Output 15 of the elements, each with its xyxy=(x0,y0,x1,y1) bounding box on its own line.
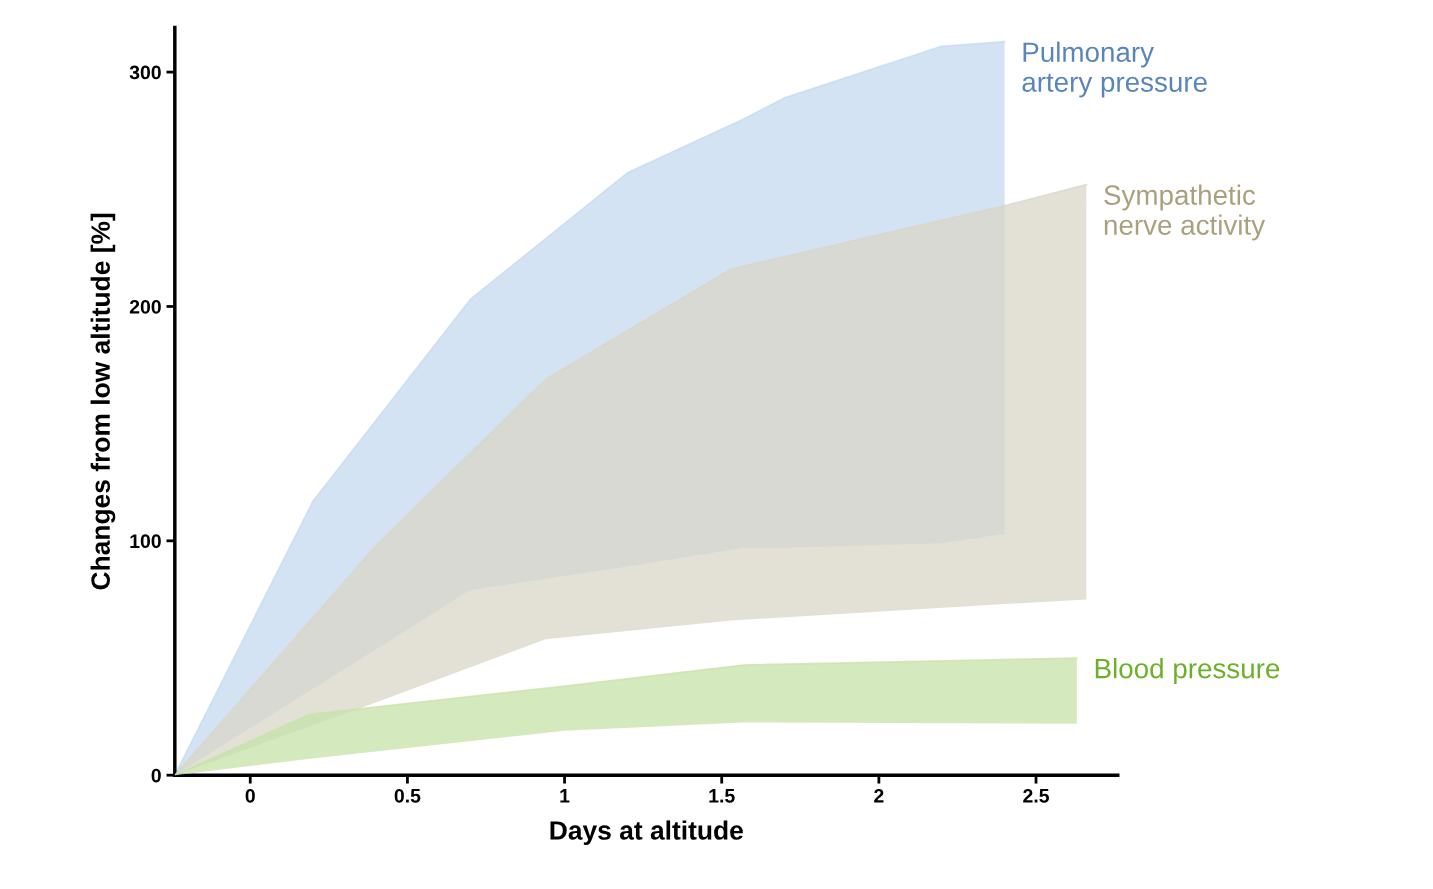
x-tick-label: 0 xyxy=(245,788,255,803)
series-label: Sympathetic nerve activity xyxy=(1104,184,1266,241)
x-tick-label: 1 xyxy=(560,789,570,803)
y-tick-label: 100 xyxy=(130,534,161,549)
x-axis-title: Days at altitude xyxy=(550,820,743,846)
x-tick-label: 2.5 xyxy=(1023,788,1049,803)
y-axis-title: Changes from low altitude [%] xyxy=(90,213,116,590)
x-tick-label: 2 xyxy=(874,788,884,803)
series-label: Blood pressure xyxy=(1095,658,1280,684)
y-tick-label: 0 xyxy=(151,768,161,783)
x-tick-label: 1.5 xyxy=(709,789,735,803)
y-tick-label: 300 xyxy=(129,65,161,80)
x-tick-label: 0.5 xyxy=(394,788,421,803)
y-tick-label: 200 xyxy=(129,299,161,314)
series-label: Pulmonary artery pressure xyxy=(1022,41,1207,98)
